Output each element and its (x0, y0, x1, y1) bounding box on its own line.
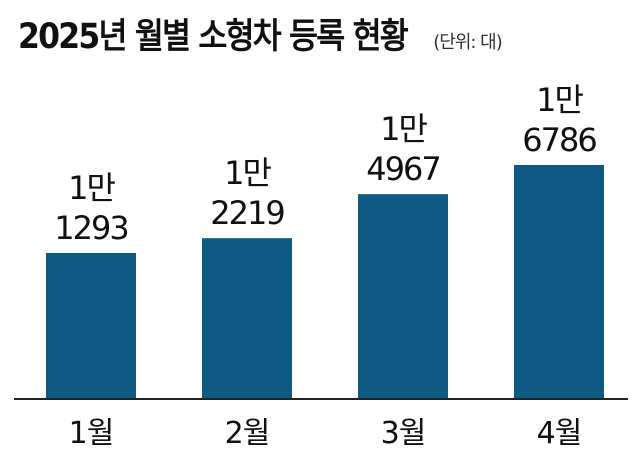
chart-header: 2025년 월별 소형차 등록 현황 (단위: 대) (18, 8, 503, 59)
data-label-man: 1만 (68, 169, 115, 207)
x-tick-label: 2월 (225, 416, 270, 451)
bar-3월 (358, 194, 448, 398)
data-label-man: 1만 (224, 154, 271, 192)
x-tick-label: 4월 (537, 416, 582, 451)
unit-note: (단위: 대) (433, 32, 503, 53)
data-label-number: 2219 (210, 194, 284, 232)
x-tick-label: 3월 (381, 416, 426, 451)
x-tick-label: 1월 (69, 416, 114, 451)
bar-4월 (514, 165, 604, 398)
data-label-man: 1만 (380, 110, 427, 148)
bar-1월 (46, 253, 136, 398)
data-label-number: 4967 (366, 150, 439, 188)
bar-2월 (202, 238, 292, 398)
chart-title: 2025년 월별 소형차 등록 현황 (18, 17, 409, 57)
data-label-number: 1293 (54, 209, 127, 247)
data-label-number: 6786 (522, 121, 596, 159)
data-label-man: 1만 (536, 81, 583, 119)
